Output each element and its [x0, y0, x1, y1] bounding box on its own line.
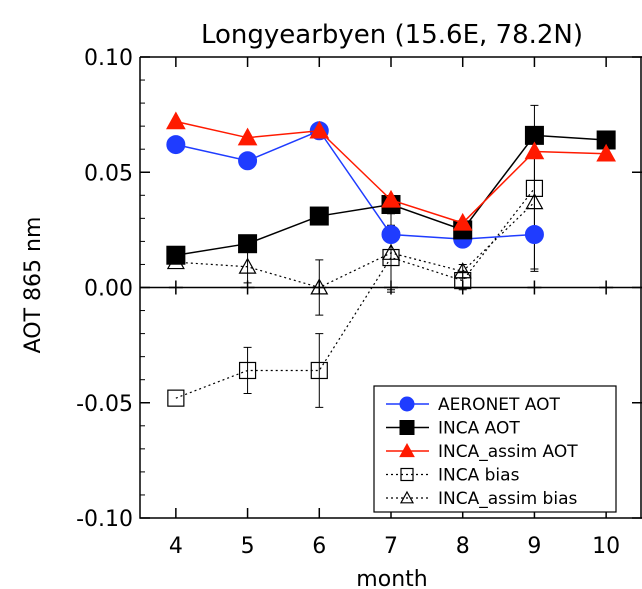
x-tick-label: 4: [169, 534, 183, 559]
error-bar: [243, 346, 252, 395]
y-tick-label: 0.05: [84, 161, 133, 186]
data-point: [238, 151, 258, 171]
chart-title: Longyearbyen (15.6E, 78.2N): [201, 20, 583, 50]
data-point: [524, 141, 545, 160]
x-tick-label: 7: [384, 534, 398, 559]
error-bar: [243, 250, 252, 284]
series-inca-bias: [167, 104, 544, 408]
zero-plus-marker: [599, 280, 614, 295]
legend: AERONET AOT INCA AOT INCA_assim AOT INCA bi…: [373, 385, 617, 513]
legend-label: AERONET AOT: [438, 395, 561, 415]
legend-label: INCA_assim AOT: [438, 442, 578, 462]
data-point: [166, 111, 186, 130]
y-tick-label: -0.10: [76, 507, 133, 532]
legend-label: INCA AOT: [438, 419, 520, 439]
y-tick-label: 0.10: [84, 46, 133, 71]
error-bar: [315, 333, 324, 408]
x-tick-label: 10: [592, 534, 620, 559]
y-axis-label: AOT 865 nm: [21, 217, 46, 354]
series-line: [175, 188, 535, 399]
data-point: [309, 206, 329, 226]
series-layer: [166, 104, 616, 408]
zero-plus-marker: [527, 280, 542, 295]
y-tick-label: 0.00: [84, 277, 133, 302]
x-axis: 4 5 6 7 8 9 10: [169, 57, 620, 559]
data-point: [596, 143, 616, 162]
data-point: [399, 490, 415, 504]
series-line: [175, 129, 535, 240]
x-tick-label: 9: [527, 534, 541, 559]
data-point: [381, 224, 401, 244]
data-point: [238, 257, 257, 274]
y-tick-label: -0.05: [76, 392, 133, 417]
data-point: [238, 234, 258, 254]
x-tick-label: 5: [241, 534, 255, 559]
zero-plus-marker: [168, 280, 183, 295]
data-point: [381, 189, 401, 208]
data-point: [524, 224, 544, 244]
data-point: [237, 127, 258, 146]
data-point: [400, 467, 414, 482]
data-point: [167, 389, 185, 407]
data-point: [310, 361, 328, 380]
data-point: [525, 192, 544, 210]
x-tick-label: 8: [456, 534, 470, 559]
legend-box: [373, 385, 617, 513]
series-aeronet-aot: [166, 121, 544, 249]
data-point: [166, 135, 186, 155]
data-point: [399, 442, 415, 458]
x-tick-label: 6: [312, 534, 326, 559]
data-point: [238, 361, 257, 380]
series-inca-assim-aot: [166, 111, 616, 231]
data-point: [453, 262, 472, 279]
data-point: [166, 245, 186, 265]
series-line: [175, 201, 535, 289]
data-point: [381, 243, 401, 260]
legend-label: INCA_assim bias: [438, 489, 577, 509]
data-point: [399, 396, 415, 412]
legend-label: INCA bias: [438, 466, 520, 486]
data-point: [452, 212, 473, 231]
data-point: [399, 420, 415, 435]
error-bar: [315, 259, 324, 316]
data-point: [310, 278, 329, 295]
y-axis: -0.10 -0.05 0.00 0.05 0.10: [76, 46, 642, 532]
x-axis-label: month: [356, 567, 427, 589]
data-point: [309, 120, 330, 139]
